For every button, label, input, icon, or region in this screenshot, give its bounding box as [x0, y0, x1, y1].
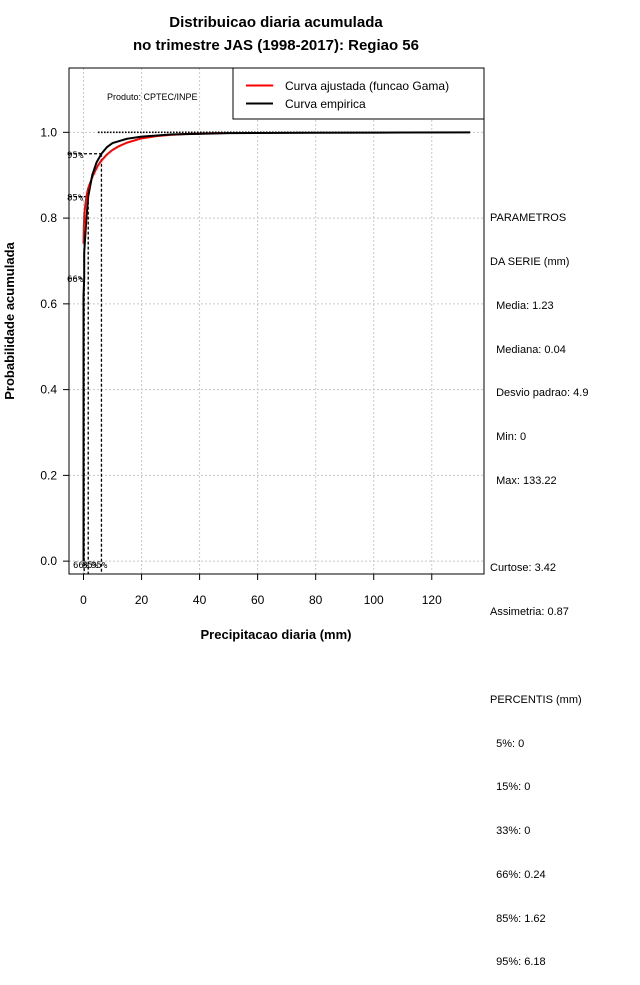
- param-desvio: Desvio padrao: 4.9: [490, 387, 589, 400]
- x-tick-label-6: 120: [422, 593, 442, 607]
- percentil-85: 85%: 1.62: [490, 912, 546, 925]
- y-tick-label-2: 0.4: [40, 383, 57, 397]
- param-assimetria: Assimetria: 0.87: [490, 606, 569, 619]
- percentile-label-66%: 66%: [67, 275, 84, 285]
- percentis-header: PERCENTIS (mm): [490, 693, 582, 706]
- percentil-15: 15%: 0: [490, 781, 531, 794]
- params-header-2: DA SERIE (mm): [490, 255, 570, 268]
- param-min: Min: 0: [490, 431, 527, 444]
- cdf-chart: Distribuicao diaria acumulada no trimest…: [2, 14, 485, 642]
- percentil-95: 95%: 6.18: [490, 956, 546, 969]
- grid: [69, 68, 484, 574]
- param-mediana: Mediana: 0.04: [490, 343, 566, 356]
- spacer: [490, 518, 588, 533]
- x-axis: 0 20 40 60 80 100 120: [80, 573, 442, 607]
- chart-title-line2: no trimestre JAS (1998-2017): Regiao 56: [133, 37, 419, 54]
- percentil-33: 33%: 0: [490, 825, 531, 838]
- param-curtose: Curtose: 3.42: [490, 562, 557, 575]
- param-max: Max: 133.22: [490, 474, 557, 487]
- plot-frame: [68, 67, 485, 575]
- y-tick-label-1: 0.2: [40, 468, 57, 482]
- legend-label-fitted: Curva ajustada (funcao Gama): [285, 79, 449, 93]
- series-lines: [82, 131, 471, 562]
- percentil-5: 5%: 0: [490, 737, 525, 750]
- y-tick-label-3: 0.6: [40, 297, 57, 311]
- x-tick-label-2: 40: [193, 593, 207, 607]
- spacer: [490, 649, 588, 664]
- x-tick-label-4: 80: [309, 593, 323, 607]
- x-tick-label-0: 0: [80, 593, 87, 607]
- y-axis: 0.0 0.2 0.4 0.6 0.8 1.0: [40, 125, 70, 568]
- percentile-bottom-label-85%: 85%: [82, 561, 99, 571]
- x-tick-label-3: 60: [251, 593, 265, 607]
- params-header-1: PARAMETROS: [490, 212, 567, 225]
- legend-label-empirical: Curva empirica: [285, 97, 366, 111]
- percentile-bottom-label-95%: 95%: [91, 561, 108, 571]
- x-tick-label-5: 100: [364, 593, 384, 607]
- product-label: Produto: CPTEC/INPE: [107, 92, 198, 102]
- param-media: Media: 1.23: [490, 299, 554, 312]
- percentil-66: 66%: 0.24: [490, 868, 546, 881]
- legend: Curva ajustada (funcao Gama) Curva empir…: [232, 67, 485, 120]
- legend-box: [232, 67, 485, 120]
- percentile-label-85%: 85%: [67, 194, 84, 204]
- y-tick-label-4: 0.8: [40, 211, 57, 225]
- y-tick-label-5: 1.0: [40, 125, 57, 139]
- y-axis-title: Probabilidade acumulada: [2, 241, 17, 399]
- x-axis-title: Precipitacao diaria (mm): [201, 627, 352, 642]
- chart-title-line1: Distribuicao diaria acumulada: [169, 14, 383, 31]
- y-tick-label-0: 0.0: [40, 554, 57, 568]
- percentile-bottom-label-66%: 66%: [73, 561, 90, 571]
- percentile-label-95%: 95%: [67, 151, 84, 161]
- series-parameters-panel: PARAMETROS DA SERIE (mm) Media: 1.23 Med…: [490, 182, 588, 985]
- x-tick-label-1: 20: [135, 593, 149, 607]
